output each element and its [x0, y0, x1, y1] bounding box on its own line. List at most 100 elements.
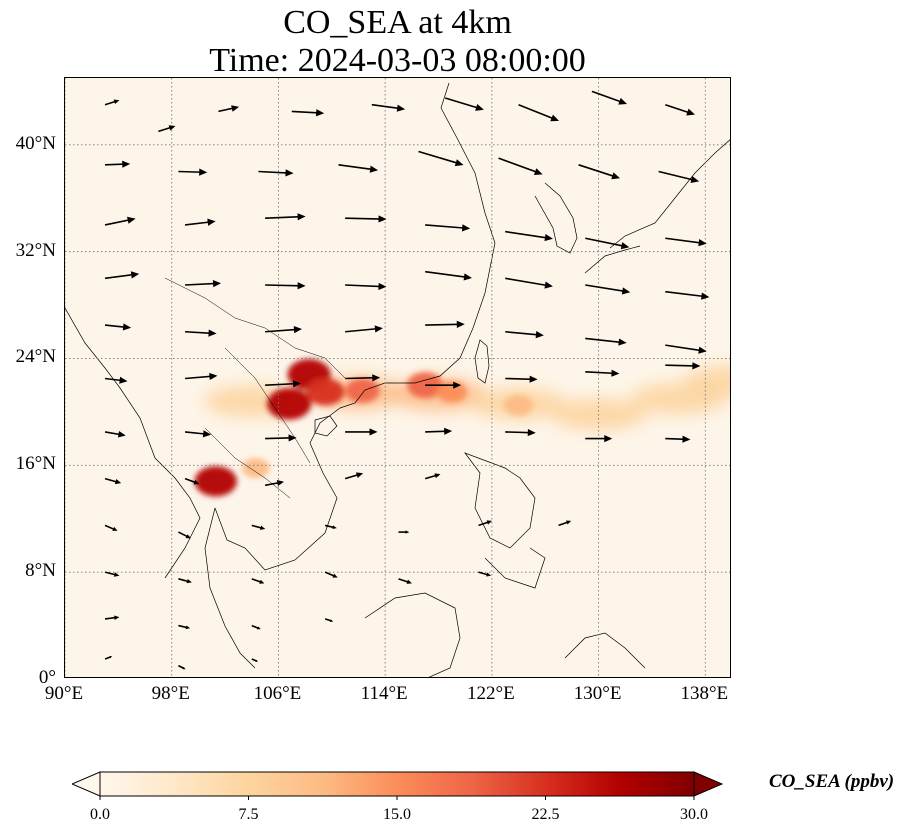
wind-arrow — [104, 615, 120, 620]
wind-arrow — [178, 168, 208, 176]
coastlines — [65, 82, 730, 677]
figure-title-line1: CO_SEA at 4km — [283, 4, 512, 41]
wind-arrow — [251, 524, 266, 530]
wind-arrow — [265, 282, 306, 290]
wind-arrow — [591, 90, 628, 105]
wind-arrow — [104, 99, 120, 106]
colorbar-gradient — [99, 771, 695, 797]
wind-arrow — [345, 374, 381, 382]
wind-arrow — [665, 103, 695, 116]
colorbar-tick-label: 0.0 — [90, 806, 110, 823]
lat-tick-label: 0° — [38, 667, 56, 688]
plume-hotspot — [503, 394, 534, 416]
wind-arrow — [478, 520, 493, 527]
wind-arrow — [184, 218, 216, 226]
wind-arrow — [345, 215, 387, 223]
lon-tick-label: 114°E — [360, 683, 408, 704]
wind-arrow — [104, 477, 122, 485]
wind-arrow — [398, 530, 410, 534]
wind-arrow — [585, 284, 631, 295]
wind-arrow — [505, 330, 544, 339]
co-plume-hotspots — [194, 359, 534, 497]
wind-arrow — [104, 216, 136, 226]
wind-arrow — [104, 656, 113, 660]
wind-arrow — [178, 531, 191, 539]
wind-arrow — [104, 160, 131, 168]
colorbar-tick-label: 7.5 — [238, 806, 259, 823]
colorbar-tick-label: 22.5 — [531, 806, 560, 823]
wind-arrow — [104, 571, 120, 577]
wind-arrow — [291, 109, 325, 117]
wind-arrow — [585, 337, 627, 346]
wind-arrow — [665, 362, 701, 370]
wind-vectors — [104, 90, 710, 670]
wind-arrow — [398, 578, 412, 584]
wind-arrow — [264, 480, 284, 487]
colorbar-tick-label: 15.0 — [383, 806, 411, 823]
wind-arrow — [265, 326, 302, 334]
wind-arrow — [265, 213, 306, 221]
wind-arrow — [425, 224, 471, 232]
wind-arrow — [578, 164, 620, 180]
wind-arrow — [345, 282, 387, 291]
wind-arrow — [324, 524, 337, 530]
wind-arrow — [425, 427, 453, 435]
wind-arrow — [251, 578, 265, 584]
wind-arrow — [665, 290, 710, 300]
lon-tick-label: 106°E — [253, 683, 302, 704]
lon-tick-label: 122°E — [467, 683, 515, 704]
wind-arrow — [585, 369, 620, 377]
wind-arrow — [425, 270, 472, 281]
wind-arrow — [658, 170, 700, 183]
wind-arrow — [185, 280, 222, 288]
wind-arrow — [178, 578, 192, 584]
plume-hotspot — [305, 378, 345, 406]
wind-arrow — [158, 125, 176, 133]
wind-arrow — [104, 323, 132, 331]
plume-hotspot — [241, 458, 270, 478]
wind-arrow — [444, 97, 484, 111]
wind-arrow — [418, 150, 464, 167]
wind-arrow — [345, 325, 383, 333]
lat-tick-label: 40°N — [15, 132, 56, 154]
wind-arrow — [324, 571, 338, 578]
wind-arrow — [251, 624, 261, 630]
wind-arrow — [184, 372, 218, 381]
wind-arrow — [324, 618, 334, 622]
wind-arrow — [344, 472, 364, 480]
lon-tick-label: 130°E — [573, 683, 622, 704]
colorbar-extend-max — [693, 771, 724, 797]
lon-tick-label: 98°E — [151, 683, 190, 704]
map-canvas — [65, 78, 730, 677]
wind-arrow — [505, 230, 553, 242]
colorbar-tick-label: 30.0 — [680, 806, 708, 823]
wind-arrow — [104, 524, 118, 531]
wind-arrow — [558, 520, 572, 527]
wind-arrow — [258, 169, 294, 177]
wind-arrow — [665, 344, 707, 354]
wind-arrow — [505, 277, 553, 289]
colorbar-extend-min — [72, 771, 101, 797]
plume-hotspot — [194, 466, 237, 497]
lon-tick-label: 138°E — [680, 683, 729, 704]
wind-arrow — [265, 380, 302, 388]
wind-arrow — [104, 431, 126, 438]
figure-title-line2: Time: 2024-03-03 08:00:00 — [209, 42, 586, 79]
wind-arrow — [498, 157, 543, 175]
wind-arrow — [251, 658, 259, 662]
wind-arrow — [338, 164, 379, 173]
wind-arrow — [184, 430, 212, 438]
wind-arrow — [218, 105, 240, 113]
wind-arrow — [425, 381, 462, 389]
wind-arrow — [505, 428, 536, 437]
wind-arrow — [585, 237, 630, 250]
lat-tick-label: 24°N — [15, 346, 56, 368]
lat-tick-label: 16°N — [15, 453, 56, 475]
wind-arrow — [518, 103, 560, 122]
plume-hotspot — [266, 388, 312, 420]
colorbar — [72, 771, 724, 800]
wind-arrow — [585, 435, 613, 443]
wind-arrow — [104, 271, 140, 280]
wind-arrow — [425, 320, 465, 328]
wind-arrow — [505, 375, 538, 383]
